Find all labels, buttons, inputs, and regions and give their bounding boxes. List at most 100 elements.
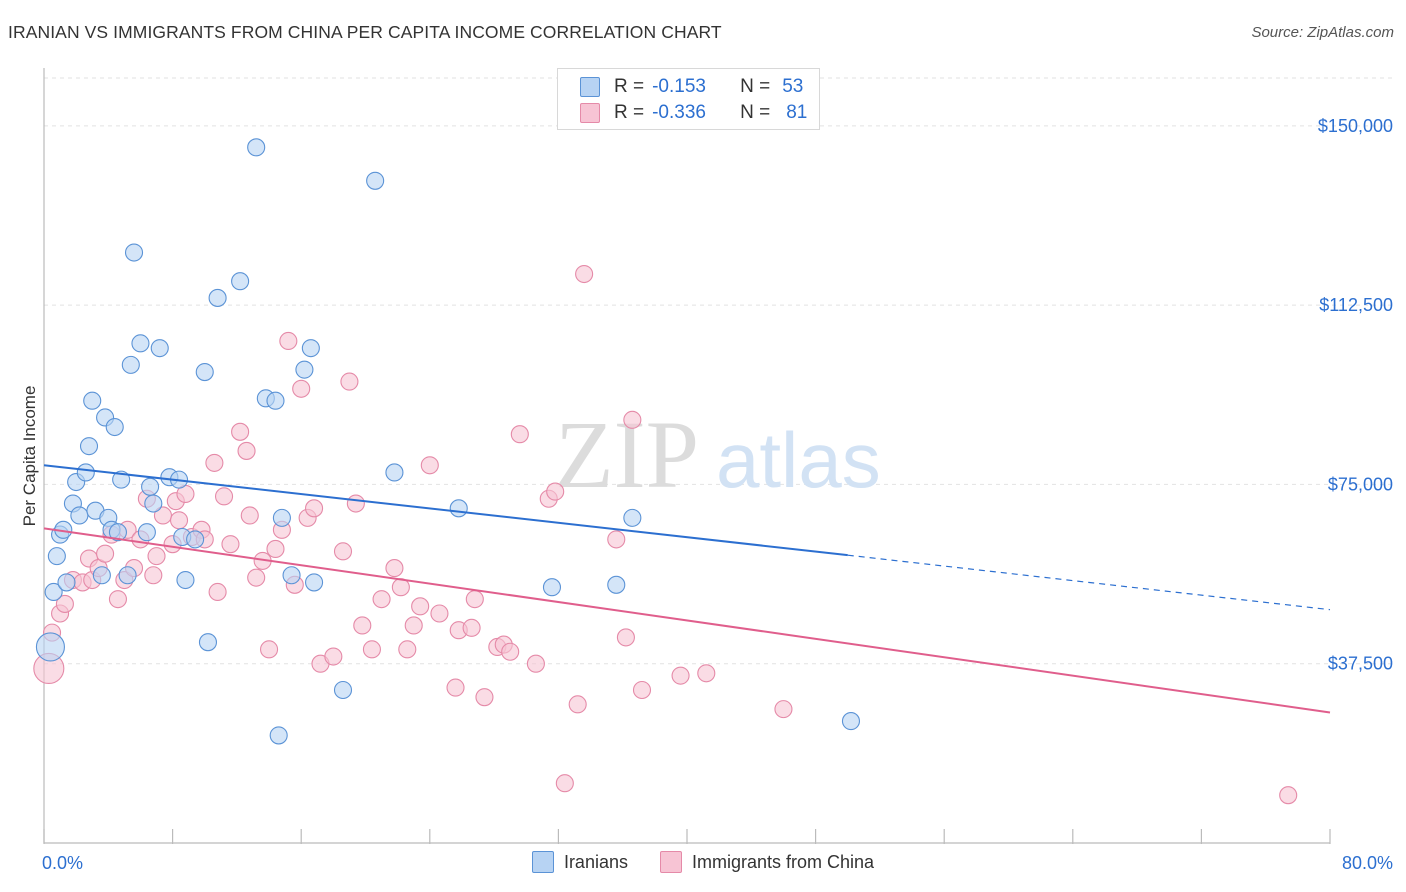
point-iranian <box>121 355 140 374</box>
point-china <box>398 640 417 659</box>
point-china <box>292 379 311 398</box>
point-iranian <box>385 463 404 482</box>
point-iranian <box>333 680 353 700</box>
point-iranian <box>186 530 205 549</box>
point-china <box>510 425 529 444</box>
point-china <box>144 566 163 585</box>
legend-n-label: N = <box>740 102 771 123</box>
y-tick-label: $112,500 <box>1319 295 1393 315</box>
point-china <box>462 618 481 637</box>
point-iranian <box>118 566 137 585</box>
point-china <box>616 628 635 647</box>
point-iranian <box>105 417 124 437</box>
legend-row-iranians: R = -0.153 N = 53 <box>558 74 803 100</box>
trend-line-china <box>43 527 1331 714</box>
bottom-legend: Iranians Immigrants from China <box>0 851 1406 873</box>
point-china <box>404 616 423 635</box>
point-iranian <box>35 632 65 662</box>
y-axis-title: Per Capita Income <box>20 386 39 527</box>
point-iranian <box>607 575 626 594</box>
point-iranian <box>841 712 861 731</box>
point-iranian <box>176 570 195 590</box>
point-china <box>324 647 343 666</box>
bottom-legend-swatch-pink <box>659 851 682 873</box>
point-china <box>353 616 372 635</box>
axes <box>43 68 1331 844</box>
bottom-legend-swatch-blue <box>531 851 554 873</box>
point-iranian <box>131 334 150 353</box>
point-iranian <box>269 726 288 745</box>
point-china <box>1279 786 1298 805</box>
point-iranian <box>198 633 218 652</box>
trend-line-iranians-extension <box>847 554 1331 611</box>
point-china <box>55 594 74 613</box>
point-china <box>147 547 166 566</box>
point-iranian <box>150 339 169 358</box>
point-china <box>671 666 690 685</box>
axis-labels: $37,500 $75,000 $112,500 $150,000 0.0% 80.0% P… <box>20 116 1393 873</box>
point-china <box>546 482 565 501</box>
point-china <box>279 331 298 351</box>
point-china <box>259 640 279 659</box>
point-iranian <box>124 243 144 262</box>
point-china <box>568 695 587 714</box>
legend-r-value: -0.153 <box>652 76 706 97</box>
point-china <box>231 422 250 441</box>
legend-r-value: -0.336 <box>652 102 706 123</box>
legend-r-label: R = <box>614 102 645 123</box>
point-china <box>774 700 793 719</box>
watermark-atlas: atlas <box>716 416 881 504</box>
point-china <box>430 604 449 623</box>
bottom-legend-item-iranians: Iranians <box>531 851 628 873</box>
point-iranian <box>108 523 127 542</box>
legend-box: R = -0.153 N = 53 R = -0.336 N = 81 <box>557 68 820 130</box>
point-china <box>96 544 115 563</box>
point-iranian <box>57 573 76 592</box>
point-iranian <box>137 523 156 542</box>
legend-r-label: R = <box>614 76 645 97</box>
legend-swatch-pink <box>580 103 600 123</box>
point-china <box>411 597 430 616</box>
point-china <box>221 535 240 554</box>
point-china <box>623 410 642 429</box>
point-china <box>205 453 224 472</box>
point-china <box>555 774 574 793</box>
watermark: ZIP atlas <box>555 401 881 508</box>
data-points <box>33 138 1298 805</box>
bottom-legend-label: Iranians <box>563 851 628 872</box>
point-china <box>385 559 404 578</box>
point-china <box>575 264 594 284</box>
point-china <box>446 678 465 697</box>
point-iranian <box>272 508 291 527</box>
point-china <box>305 499 324 518</box>
point-iranian <box>47 547 66 566</box>
legend-n-label: N = <box>740 76 771 97</box>
point-iranian <box>92 566 111 585</box>
y-tick-label: $37,500 <box>1328 654 1393 674</box>
point-iranian <box>247 138 266 157</box>
bottom-legend-item-china: Immigrants from China <box>659 851 874 873</box>
point-iranian <box>76 463 95 482</box>
point-china <box>465 590 484 609</box>
point-china <box>266 539 285 559</box>
point-iranian <box>282 566 301 585</box>
legend-n-value: 81 <box>786 102 808 123</box>
point-iranian <box>141 477 160 496</box>
legend-row-china: R = -0.336 N = 81 <box>558 100 807 126</box>
point-iranian <box>366 171 385 190</box>
point-china <box>632 680 652 700</box>
point-china <box>247 568 266 587</box>
y-tick-label: $150,000 <box>1318 116 1393 136</box>
point-china <box>501 642 520 661</box>
point-iranian <box>623 508 642 527</box>
point-china <box>346 494 365 513</box>
x-tick-label-min: 0.0% <box>42 853 83 873</box>
point-china <box>208 582 227 602</box>
grid-lines <box>44 77 1393 665</box>
point-china <box>372 590 391 609</box>
point-china <box>420 456 439 475</box>
point-china <box>333 542 353 561</box>
point-iranian <box>542 578 562 597</box>
legend-n-value: 53 <box>782 76 804 97</box>
